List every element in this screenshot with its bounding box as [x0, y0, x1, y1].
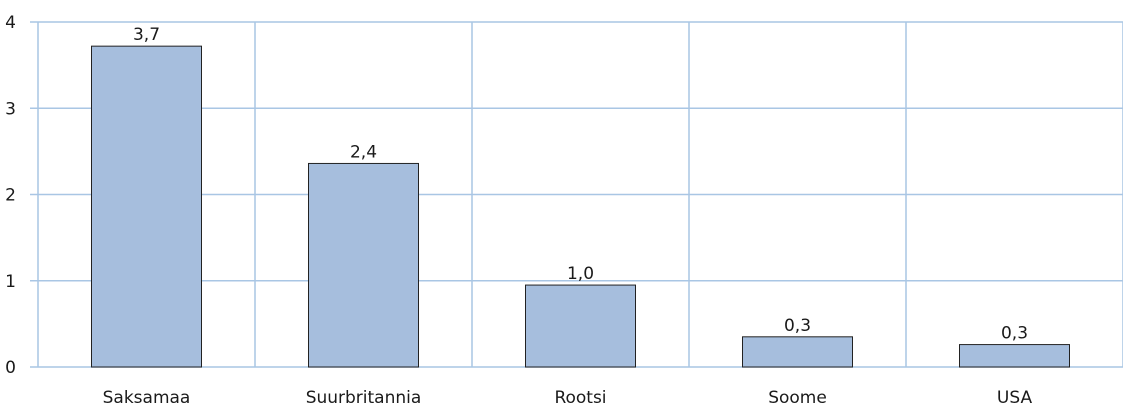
y-tick-label: 2	[5, 186, 16, 206]
bar-usa	[959, 344, 1070, 368]
data-label: 0,3	[784, 316, 811, 336]
bars	[91, 45, 1070, 368]
bar-suurbritannia	[308, 162, 419, 368]
data-label: 0,3	[1001, 324, 1028, 344]
y-tick-label: 3	[5, 99, 16, 119]
bar-soome	[742, 336, 853, 368]
y-tick-label: 1	[5, 272, 16, 292]
bar-saksamaa	[91, 45, 202, 368]
data-label: 1,0	[567, 264, 594, 284]
bar-rootsi	[525, 284, 636, 368]
x-tick-label: Soome	[768, 388, 827, 408]
data-label: 3,7	[133, 25, 160, 45]
grid-lines	[30, 21, 1123, 368]
x-tick-label: Saksamaa	[103, 388, 191, 408]
x-tick-label: Rootsi	[554, 388, 606, 408]
data-label: 2,4	[350, 142, 377, 162]
x-tick-label: Suurbritannia	[306, 388, 422, 408]
x-tick-label: USA	[997, 388, 1033, 408]
labels: 0 1 2 3 4 3,7 Saksamaa 2,4 Suurbritannia 1,0 Roots…	[5, 13, 1032, 408]
y-tick-label: 4	[5, 13, 16, 33]
y-tick-label: 0	[5, 358, 16, 378]
